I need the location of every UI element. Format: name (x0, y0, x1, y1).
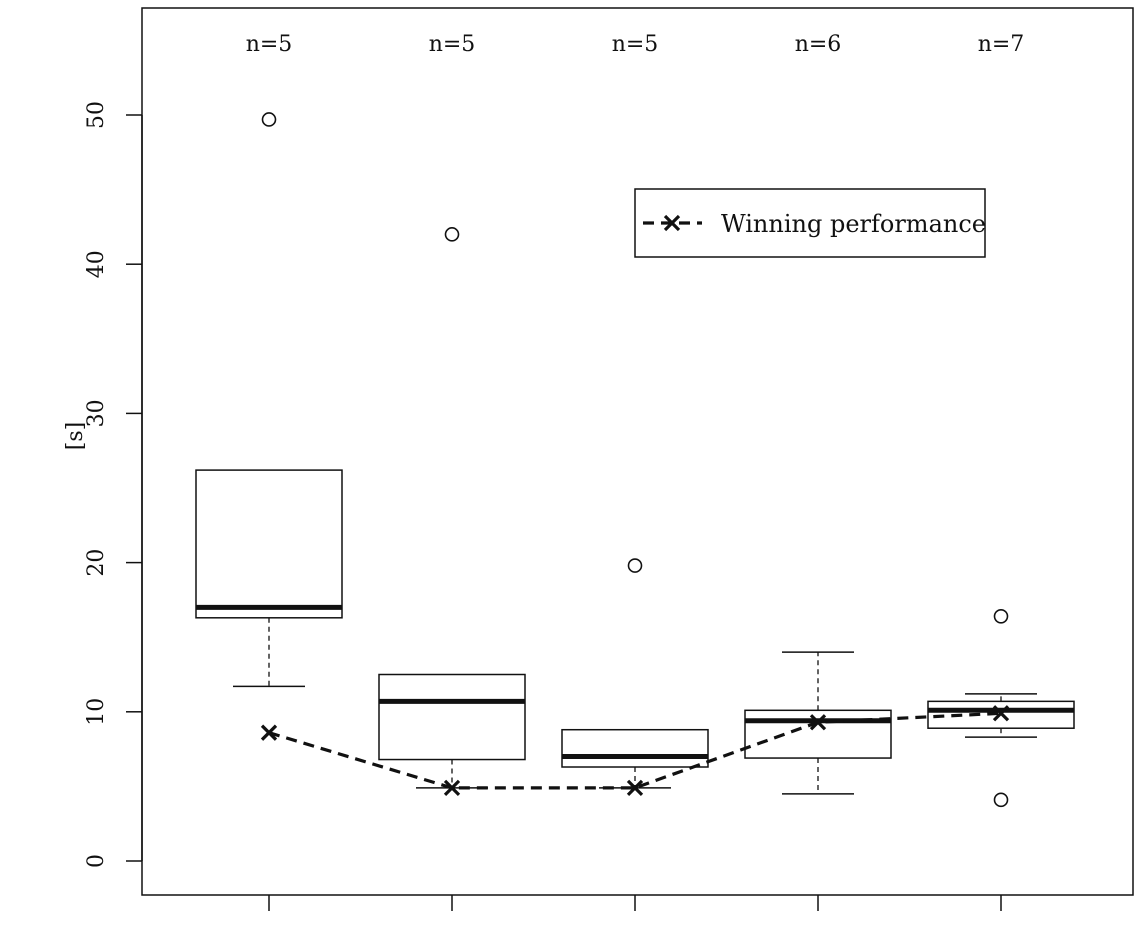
n-label: n=5 (429, 32, 476, 57)
winning-performance-series (260, 705, 1010, 797)
box-group (195, 112, 343, 911)
legend-box (634, 188, 986, 258)
legend-x-marker (663, 214, 681, 232)
y-axis: 0 10 20 30 40 50 (84, 101, 143, 868)
boxes (195, 112, 1075, 911)
y-tick-label: 10 (84, 698, 109, 726)
winning-marker (809, 714, 827, 731)
y-tick-label: 40 (84, 250, 109, 278)
n-labels: n=5 n=5 n=5 n=6 n=7 (246, 32, 1025, 57)
y-axis-label: [s] (63, 422, 88, 450)
legend-label: Winning performance (721, 210, 986, 238)
winning-marker (992, 705, 1010, 722)
outlier-point (993, 609, 1009, 624)
box (195, 469, 343, 619)
legend: Winning performance (634, 188, 986, 258)
outlier-point (627, 558, 643, 573)
n-label: n=6 (795, 32, 842, 57)
winning-marker (260, 724, 278, 741)
box-group (378, 227, 526, 911)
outlier-point (993, 792, 1009, 808)
n-label: n=5 (612, 32, 659, 57)
box (378, 673, 526, 761)
y-tick-label: 20 (84, 549, 109, 577)
box-group (927, 609, 1075, 911)
winning-marker (443, 779, 461, 797)
y-tick-label: 30 (84, 399, 109, 427)
box-group (744, 651, 892, 911)
outlier-point (444, 227, 460, 242)
y-tick-label: 0 (84, 854, 109, 868)
n-label: n=5 (246, 32, 293, 57)
winning-marker (626, 779, 644, 797)
box (561, 728, 709, 768)
box (744, 709, 892, 759)
box-group (561, 558, 709, 911)
outlier-point (261, 112, 277, 127)
y-tick-label: 50 (84, 101, 109, 129)
n-label: n=7 (978, 32, 1025, 57)
winning-line (268, 711, 1002, 790)
